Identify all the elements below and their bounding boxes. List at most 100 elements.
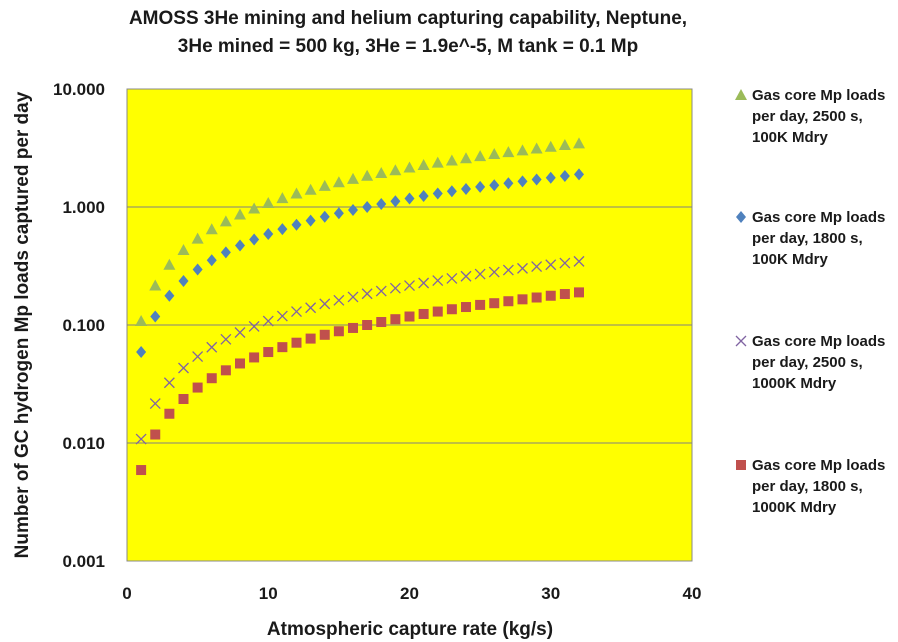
data-point <box>361 169 374 181</box>
data-point <box>531 261 543 272</box>
data-point <box>446 272 458 284</box>
data-point <box>305 333 316 344</box>
data-point <box>191 232 204 244</box>
data-point <box>290 187 303 199</box>
data-point <box>276 192 289 204</box>
y-tick-label: 0.001 <box>62 552 105 571</box>
data-point <box>347 172 359 184</box>
data-point <box>418 308 429 319</box>
data-point <box>376 198 387 211</box>
data-point <box>178 393 189 404</box>
data-point <box>163 258 176 270</box>
x-tick-label: 10 <box>259 584 278 603</box>
data-point <box>559 170 570 183</box>
y-tick-label: 10.000 <box>53 80 105 99</box>
data-point <box>205 223 218 235</box>
series-1 <box>135 137 585 327</box>
legend-label: 1000K Mdry <box>752 375 837 392</box>
data-point <box>136 346 147 359</box>
legend-label: Gas core Mp loads <box>752 87 885 104</box>
legend-label: 100K Mdry <box>752 251 829 268</box>
y-tick-label: 0.100 <box>62 316 105 335</box>
data-point <box>362 201 373 213</box>
data-point <box>531 173 542 186</box>
data-point <box>135 315 148 327</box>
legend-label: per day, 2500 s, <box>752 108 863 125</box>
data-point <box>318 179 331 191</box>
data-point <box>276 310 288 322</box>
data-point <box>305 302 317 314</box>
y-axis-title: Number of GC hydrogen Mp loads captured … <box>12 91 33 558</box>
x-tick-label: 40 <box>683 584 702 603</box>
data-point <box>333 294 345 306</box>
data-point <box>474 268 486 280</box>
data-point <box>502 264 514 276</box>
legend-label: per day, 2500 s, <box>752 354 863 371</box>
data-point <box>445 154 458 166</box>
data-point <box>389 282 401 294</box>
data-point <box>545 259 557 271</box>
data-point <box>545 171 556 184</box>
data-point <box>404 192 415 205</box>
data-point <box>389 164 402 176</box>
data-point <box>559 257 571 269</box>
data-point <box>559 289 570 300</box>
data-point <box>475 180 486 193</box>
data-point <box>417 158 430 170</box>
legend-label: per day, 1800 s, <box>752 230 863 247</box>
data-point <box>390 195 401 208</box>
data-point <box>545 290 556 301</box>
data-point <box>248 320 260 332</box>
data-point <box>517 262 528 274</box>
x-tick-label: 0 <box>122 584 131 603</box>
data-point <box>163 377 175 389</box>
data-point <box>150 310 161 323</box>
data-point <box>418 189 429 202</box>
data-point <box>192 351 204 363</box>
legend: Gas core Mp loads per day, 2500 s, 100K Md… <box>735 87 885 516</box>
data-point <box>488 266 500 278</box>
data-point <box>234 208 246 220</box>
data-point <box>277 223 288 236</box>
data-point <box>206 341 218 353</box>
data-point <box>362 320 373 330</box>
x-tick-label: 20 <box>400 584 419 603</box>
legend-item-1: Gas core Mp loads per day, 2500 s, 100K Md… <box>735 87 885 146</box>
data-point <box>319 210 330 223</box>
data-point <box>461 302 471 313</box>
legend-item-3: Gas core Mp loads per day, 2500 s, 1000K M… <box>735 333 885 392</box>
data-point <box>431 156 444 168</box>
data-point <box>234 327 246 338</box>
y-tick-label: 1.000 <box>62 198 105 217</box>
square-marker-icon <box>736 460 746 470</box>
data-point <box>277 342 288 353</box>
data-point <box>219 215 232 227</box>
data-point <box>348 203 358 216</box>
data-point <box>305 214 316 227</box>
data-point <box>404 311 415 322</box>
x-axis-title: Atmospheric capture rate (kg/s) <box>267 619 553 640</box>
data-point <box>220 333 232 345</box>
data-point <box>262 197 275 209</box>
data-point <box>432 306 443 317</box>
data-point <box>460 270 472 282</box>
data-point <box>544 140 557 152</box>
data-point <box>220 246 231 259</box>
data-point <box>149 398 161 409</box>
data-point <box>432 275 444 287</box>
triangle-marker-icon <box>735 89 747 100</box>
data-point <box>347 291 359 303</box>
data-point <box>376 317 387 328</box>
data-point <box>390 314 401 325</box>
legend-label: per day, 1800 s, <box>752 478 863 495</box>
data-point <box>404 280 415 291</box>
data-point <box>249 352 260 363</box>
data-point <box>489 298 500 309</box>
data-point <box>235 358 245 369</box>
data-point <box>573 255 585 267</box>
data-point <box>178 274 189 287</box>
diamond-marker-icon <box>736 211 746 223</box>
axis-ticks: 0.001 0.010 0.100 1.000 10.000 0 10 20 30 40 <box>53 80 701 603</box>
data-point <box>262 315 274 327</box>
data-point <box>573 137 585 149</box>
